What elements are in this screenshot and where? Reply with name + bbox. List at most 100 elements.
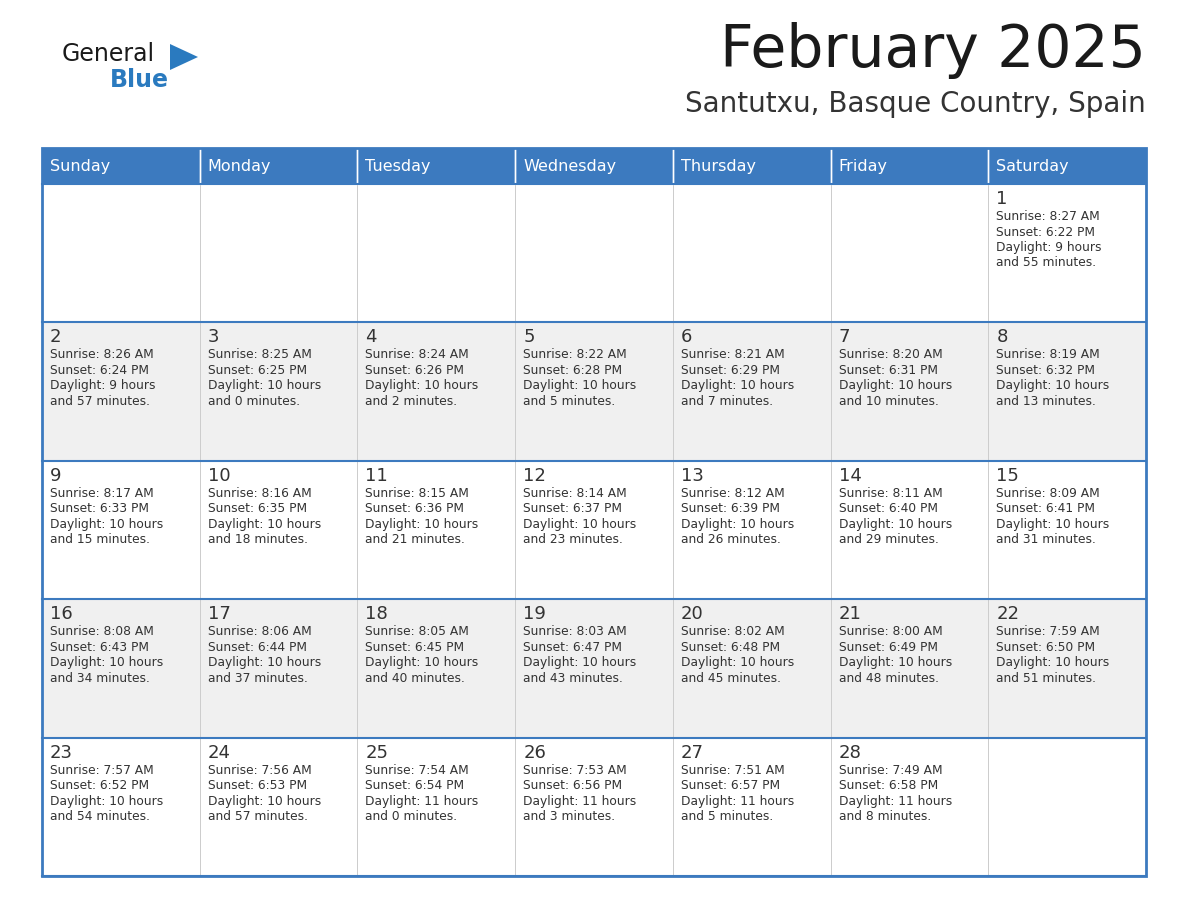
Text: Daylight: 9 hours: Daylight: 9 hours (997, 241, 1101, 254)
Text: and 43 minutes.: and 43 minutes. (523, 672, 623, 685)
Text: Sunrise: 7:59 AM: Sunrise: 7:59 AM (997, 625, 1100, 638)
Text: Sunset: 6:37 PM: Sunset: 6:37 PM (523, 502, 623, 515)
Bar (42, 148, 200, 184)
Text: Sunset: 6:47 PM: Sunset: 6:47 PM (523, 641, 623, 654)
Text: Sunset: 6:22 PM: Sunset: 6:22 PM (997, 226, 1095, 239)
Text: and 5 minutes.: and 5 minutes. (523, 395, 615, 408)
Text: Sunset: 6:32 PM: Sunset: 6:32 PM (997, 364, 1095, 377)
Text: 23: 23 (50, 744, 72, 762)
Text: Saturday: Saturday (997, 159, 1069, 174)
Text: and 29 minutes.: and 29 minutes. (839, 533, 939, 546)
Text: Sunrise: 8:20 AM: Sunrise: 8:20 AM (839, 349, 942, 362)
Bar (200, 737, 358, 876)
Text: and 54 minutes.: and 54 minutes. (50, 810, 150, 823)
Text: 25: 25 (366, 744, 388, 762)
Text: and 23 minutes.: and 23 minutes. (523, 533, 623, 546)
Bar (358, 322, 516, 461)
Text: Sunrise: 8:00 AM: Sunrise: 8:00 AM (839, 625, 942, 638)
Bar (672, 737, 830, 876)
Bar (42, 184, 200, 322)
Bar (672, 148, 830, 184)
Bar (988, 461, 1146, 599)
Bar (42, 461, 200, 599)
Text: Sunset: 6:49 PM: Sunset: 6:49 PM (839, 641, 937, 654)
Text: 11: 11 (366, 466, 388, 485)
Text: Sunset: 6:52 PM: Sunset: 6:52 PM (50, 779, 150, 792)
Text: Daylight: 10 hours: Daylight: 10 hours (523, 379, 637, 392)
Text: Daylight: 10 hours: Daylight: 10 hours (523, 656, 637, 669)
Text: Daylight: 9 hours: Daylight: 9 hours (50, 379, 156, 392)
Bar (830, 737, 988, 876)
Text: Sunrise: 8:11 AM: Sunrise: 8:11 AM (839, 487, 942, 499)
Text: Sunrise: 8:03 AM: Sunrise: 8:03 AM (523, 625, 627, 638)
Text: and 57 minutes.: and 57 minutes. (50, 395, 150, 408)
Text: Daylight: 10 hours: Daylight: 10 hours (208, 379, 321, 392)
Text: Daylight: 11 hours: Daylight: 11 hours (366, 795, 479, 808)
Text: 14: 14 (839, 466, 861, 485)
Text: 18: 18 (366, 605, 388, 623)
Bar (42, 322, 200, 461)
Bar (830, 322, 988, 461)
Text: Sunset: 6:25 PM: Sunset: 6:25 PM (208, 364, 307, 377)
Text: Daylight: 10 hours: Daylight: 10 hours (681, 656, 794, 669)
Text: 6: 6 (681, 329, 693, 346)
Bar (358, 599, 516, 737)
Bar (988, 322, 1146, 461)
Bar (200, 599, 358, 737)
Text: Sunrise: 8:26 AM: Sunrise: 8:26 AM (50, 349, 153, 362)
Text: Sunset: 6:43 PM: Sunset: 6:43 PM (50, 641, 148, 654)
Text: Sunset: 6:40 PM: Sunset: 6:40 PM (839, 502, 937, 515)
Text: and 45 minutes.: and 45 minutes. (681, 672, 781, 685)
Text: and 51 minutes.: and 51 minutes. (997, 672, 1097, 685)
Text: Sunset: 6:45 PM: Sunset: 6:45 PM (366, 641, 465, 654)
Text: 22: 22 (997, 605, 1019, 623)
Text: Sunday: Sunday (50, 159, 110, 174)
Text: Sunset: 6:53 PM: Sunset: 6:53 PM (208, 779, 307, 792)
Bar (516, 737, 672, 876)
Text: Sunset: 6:24 PM: Sunset: 6:24 PM (50, 364, 148, 377)
Bar (672, 599, 830, 737)
Text: and 40 minutes.: and 40 minutes. (366, 672, 466, 685)
Text: Sunset: 6:50 PM: Sunset: 6:50 PM (997, 641, 1095, 654)
Text: Thursday: Thursday (681, 159, 756, 174)
Text: Sunrise: 8:15 AM: Sunrise: 8:15 AM (366, 487, 469, 499)
Text: and 57 minutes.: and 57 minutes. (208, 810, 308, 823)
Text: Santutxu, Basque Country, Spain: Santutxu, Basque Country, Spain (685, 90, 1146, 118)
Text: and 7 minutes.: and 7 minutes. (681, 395, 773, 408)
Text: Daylight: 10 hours: Daylight: 10 hours (839, 518, 952, 531)
Text: and 15 minutes.: and 15 minutes. (50, 533, 150, 546)
Text: Sunset: 6:29 PM: Sunset: 6:29 PM (681, 364, 779, 377)
Text: Sunrise: 8:08 AM: Sunrise: 8:08 AM (50, 625, 154, 638)
Text: and 31 minutes.: and 31 minutes. (997, 533, 1097, 546)
Text: Sunrise: 8:09 AM: Sunrise: 8:09 AM (997, 487, 1100, 499)
Text: General: General (62, 42, 156, 66)
Text: Sunrise: 8:25 AM: Sunrise: 8:25 AM (208, 349, 311, 362)
Text: Daylight: 10 hours: Daylight: 10 hours (366, 656, 479, 669)
Text: Tuesday: Tuesday (366, 159, 431, 174)
Text: Sunrise: 8:17 AM: Sunrise: 8:17 AM (50, 487, 153, 499)
Text: and 34 minutes.: and 34 minutes. (50, 672, 150, 685)
Text: 2: 2 (50, 329, 62, 346)
Text: February 2025: February 2025 (720, 22, 1146, 79)
Bar (830, 148, 988, 184)
Text: Sunset: 6:48 PM: Sunset: 6:48 PM (681, 641, 781, 654)
Bar (42, 148, 1146, 876)
Text: Sunset: 6:54 PM: Sunset: 6:54 PM (366, 779, 465, 792)
Text: Daylight: 10 hours: Daylight: 10 hours (681, 379, 794, 392)
Text: Sunrise: 7:56 AM: Sunrise: 7:56 AM (208, 764, 311, 777)
Bar (988, 184, 1146, 322)
Bar (672, 184, 830, 322)
Text: and 3 minutes.: and 3 minutes. (523, 810, 615, 823)
Text: Daylight: 10 hours: Daylight: 10 hours (208, 656, 321, 669)
Bar (358, 461, 516, 599)
Text: Daylight: 10 hours: Daylight: 10 hours (208, 518, 321, 531)
Text: Sunset: 6:39 PM: Sunset: 6:39 PM (681, 502, 779, 515)
Text: Sunrise: 8:21 AM: Sunrise: 8:21 AM (681, 349, 784, 362)
Text: Daylight: 10 hours: Daylight: 10 hours (50, 795, 163, 808)
Text: Friday: Friday (839, 159, 887, 174)
Text: 5: 5 (523, 329, 535, 346)
Text: Sunset: 6:41 PM: Sunset: 6:41 PM (997, 502, 1095, 515)
Text: Sunrise: 8:06 AM: Sunrise: 8:06 AM (208, 625, 311, 638)
Text: Sunset: 6:33 PM: Sunset: 6:33 PM (50, 502, 148, 515)
Text: Sunset: 6:26 PM: Sunset: 6:26 PM (366, 364, 465, 377)
